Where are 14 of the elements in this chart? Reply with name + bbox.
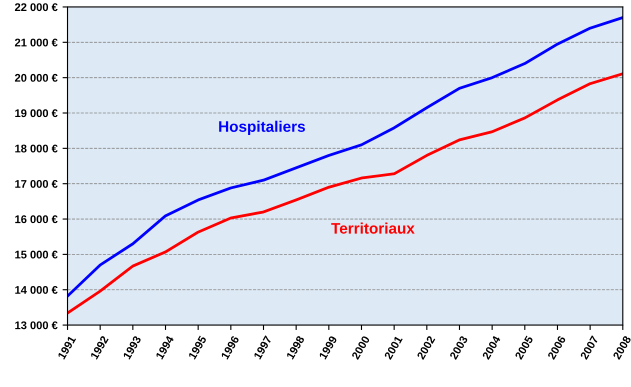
y-tick-label: 16 000 €: [15, 215, 58, 224]
y-tick-label: 18 000 €: [15, 144, 58, 152]
text: Territoriaux: [331, 222, 415, 234]
series-label: Hospitaliers: [219, 120, 305, 135]
y-tick-label: 19 000 €: [15, 109, 58, 118]
y-tick-label: 21 000 €: [14, 38, 58, 46]
line-series: [68, 16, 623, 298]
y-tick-label: 20 000 €: [14, 74, 58, 82]
y-tick-label: 15 000 €: [15, 250, 58, 259]
y-tick-label: 13 000 €: [15, 321, 58, 330]
line-series: [68, 72, 623, 314]
y-tick-label: 14 000 €: [15, 286, 58, 294]
y-tick-label: 17 000 €: [15, 180, 58, 188]
y-tick-label: 22 000 €: [14, 3, 58, 12]
